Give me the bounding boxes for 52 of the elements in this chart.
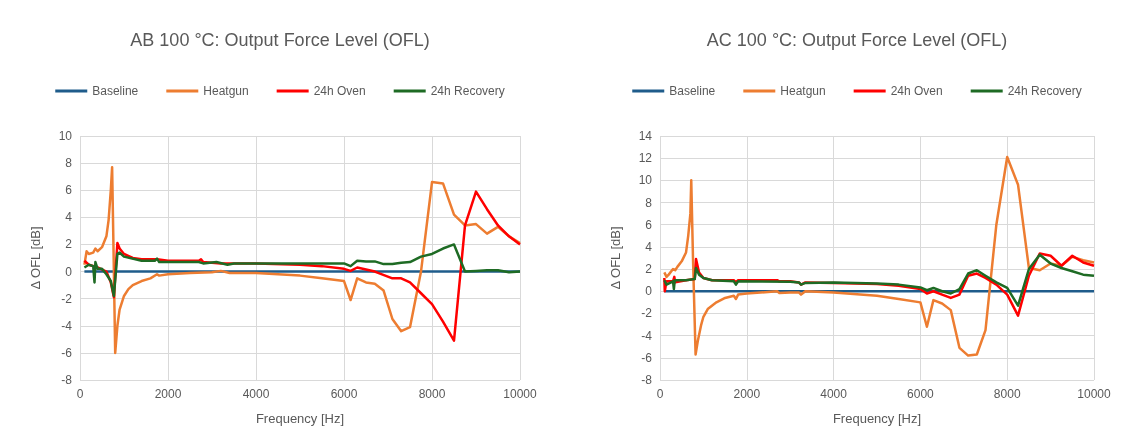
x-tick-label: 0: [76, 387, 84, 401]
y-tick-label: -2: [641, 306, 653, 321]
y-tick-label: -6: [641, 350, 653, 365]
y-tick-label: 14: [638, 129, 653, 143]
x-tick-label: 2000: [154, 387, 182, 401]
y-tick-label: 0: [65, 264, 73, 279]
x-tick-label: 4000: [242, 387, 270, 401]
line-series: [83, 243, 522, 298]
y-tick-label: 6: [65, 183, 73, 198]
x-tick-label: 6000: [907, 387, 935, 401]
x-tick-label: 2000: [733, 387, 761, 401]
y-tick-label: 10: [58, 129, 73, 143]
y-tick-label: 4: [645, 239, 653, 254]
y-tick-label: 6: [645, 217, 653, 232]
y-tick-label: -6: [61, 345, 73, 360]
chart-title: AB 100 °C: Output Force Level (OFL): [130, 30, 430, 50]
x-tick-label: 0: [656, 387, 664, 401]
x-axis-title: Frequency [Hz]: [832, 411, 922, 426]
y-tick-label: 2: [645, 262, 653, 277]
y-tick-label: 2: [65, 237, 73, 252]
y-tick-label: -4: [641, 328, 653, 343]
line-series: [83, 165, 522, 355]
x-tick-label: 6000: [330, 387, 358, 401]
y-tick-label: 0: [645, 284, 653, 299]
y-axis-title: Δ OFL [dB]: [28, 226, 43, 290]
legend-label: Baseline: [669, 84, 716, 98]
x-tick-label: 10000: [503, 387, 538, 401]
y-axis-title: Δ OFL [dB]: [608, 226, 623, 290]
y-tick-label: 12: [638, 151, 653, 166]
y-tick-label: 8: [645, 195, 653, 210]
x-axis-title: Frequency [Hz]: [255, 411, 345, 426]
y-tick-label: -2: [61, 291, 73, 306]
y-tick-label: -8: [641, 373, 653, 387]
legend-label: Heatgun: [780, 84, 826, 98]
legend-label: 24h Oven: [313, 84, 366, 98]
y-tick-label: 10: [638, 173, 653, 188]
y-tick-label: -4: [61, 318, 73, 333]
line-series: [663, 253, 1096, 307]
y-tick-label: -8: [61, 373, 73, 387]
x-tick-label: 8000: [418, 387, 446, 401]
legend-label: Heatgun: [203, 84, 249, 98]
legend-label: 24h Oven: [890, 84, 943, 98]
x-tick-label: 10000: [1077, 387, 1112, 401]
y-tick-label: 4: [65, 210, 73, 225]
legend-label: Baseline: [92, 84, 139, 98]
x-tick-label: 4000: [820, 387, 848, 401]
legend-label: 24h Recovery: [1007, 84, 1082, 98]
chart-title: AC 100 °C: Output Force Level (OFL): [706, 30, 1008, 50]
legend-label: 24h Recovery: [430, 84, 505, 98]
line-series: [663, 155, 1096, 357]
x-tick-label: 8000: [993, 387, 1021, 401]
y-tick-label: 8: [65, 156, 73, 171]
